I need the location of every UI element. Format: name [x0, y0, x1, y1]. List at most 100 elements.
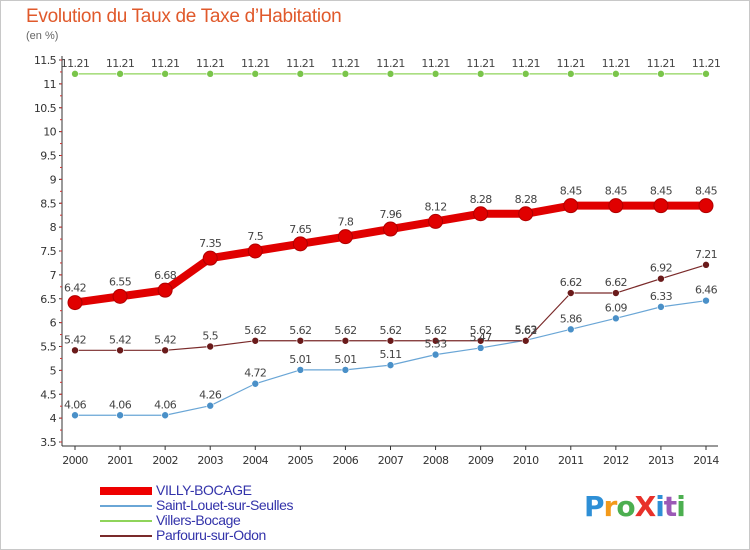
data-point-parfouru [521, 336, 530, 345]
data-point-parfouru [71, 346, 79, 355]
data-point-saint-louet [116, 411, 124, 420]
x-tick-label: 2005 [288, 454, 314, 467]
data-label-villers-bocage: 11.21 [692, 57, 721, 70]
y-tick-label: 4 [50, 412, 57, 425]
data-point-saint-louet [386, 361, 395, 369]
data-label-villers-bocage: 11.21 [106, 57, 135, 70]
data-label-parfouru: 7.21 [695, 248, 717, 261]
data-point-parfouru [476, 336, 485, 345]
data-point-villy-bocage [67, 295, 83, 311]
x-tick-label: 2009 [468, 454, 494, 467]
data-label-villy-bocage: 8.28 [470, 193, 493, 206]
x-tick-label: 2000 [62, 454, 88, 467]
data-point-villers-bocage [71, 70, 79, 78]
data-point-villers-bocage [612, 70, 620, 78]
data-label-villy-bocage: 8.45 [560, 185, 583, 198]
data-label-parfouru: 5.62 [515, 324, 537, 337]
logo-letter: r [603, 490, 618, 523]
data-point-saint-louet [296, 366, 305, 374]
data-label-parfouru: 5.62 [470, 324, 492, 337]
chart-unit-label: (en %) [26, 30, 59, 42]
data-label-parfouru: 6.62 [560, 276, 582, 289]
data-label-saint-louet: 4.06 [64, 398, 87, 411]
data-point-parfouru [251, 336, 260, 345]
data-point-villy-bocage [698, 198, 714, 214]
chart-title: Evolution du Taux de Taxe d’Habitation [26, 6, 342, 27]
legend-swatch [100, 520, 152, 522]
data-label-villy-bocage: 6.68 [154, 269, 177, 282]
y-tick-label: 5.5 [40, 341, 56, 354]
data-label-saint-louet: 5.01 [289, 353, 311, 366]
data-point-saint-louet [71, 411, 79, 420]
data-label-villy-bocage: 7.8 [338, 216, 354, 229]
data-point-saint-louet [161, 411, 169, 420]
data-point-villy-bocage [383, 221, 398, 237]
data-label-villy-bocage: 8.45 [650, 185, 673, 198]
data-point-parfouru [116, 346, 124, 355]
data-label-villy-bocage: 7.65 [289, 223, 312, 236]
data-point-villy-bocage [653, 198, 669, 214]
data-point-saint-louet [612, 314, 620, 323]
data-point-villy-bocage [473, 206, 489, 222]
data-point-villy-bocage [563, 198, 579, 214]
data-point-villy-bocage [202, 250, 218, 266]
data-label-villers-bocage: 11.21 [241, 57, 270, 70]
data-point-villers-bocage [251, 70, 260, 78]
data-label-parfouru: 6.92 [650, 262, 672, 275]
data-label-saint-louet: 5.01 [334, 353, 356, 366]
data-label-villy-bocage: 8.45 [605, 185, 628, 198]
data-label-villy-bocage: 6.42 [64, 282, 86, 295]
data-point-villy-bocage [337, 229, 353, 245]
data-label-villers-bocage: 11.21 [511, 57, 540, 70]
data-label-saint-louet: 4.06 [109, 398, 132, 411]
data-label-saint-louet: 5.47 [470, 331, 493, 344]
data-point-saint-louet [431, 350, 440, 359]
data-point-villers-bocage [296, 70, 305, 78]
data-point-villers-bocage [521, 70, 530, 78]
y-tick-label: 8.5 [40, 197, 56, 210]
data-label-villers-bocage: 11.21 [331, 57, 360, 70]
y-tick-label: 8 [50, 221, 57, 234]
legend-swatch [100, 535, 152, 537]
data-point-saint-louet [251, 379, 260, 388]
data-label-villers-bocage: 11.21 [602, 57, 631, 70]
y-tick-label: 10 [43, 126, 56, 139]
y-tick-label: 9.5 [40, 150, 56, 163]
y-tick-label: 11.5 [34, 54, 57, 67]
x-tick-label: 2001 [107, 454, 133, 467]
data-label-villers-bocage: 11.21 [647, 57, 676, 70]
data-label-saint-louet: 4.72 [244, 367, 266, 380]
data-label-villers-bocage: 11.21 [466, 57, 495, 70]
data-point-saint-louet [476, 344, 485, 352]
data-point-villers-bocage [566, 70, 575, 78]
data-label-saint-louet: 6.33 [650, 290, 673, 303]
y-tick-label: 5 [50, 364, 57, 377]
data-point-parfouru [612, 289, 620, 297]
data-label-villy-bocage: 6.55 [109, 275, 132, 288]
data-label-villy-bocage: 7.5 [247, 230, 263, 243]
data-label-parfouru: 6.62 [605, 276, 627, 289]
data-point-villers-bocage [116, 70, 124, 78]
data-point-parfouru [566, 289, 575, 297]
x-tick-label: 2007 [378, 454, 404, 467]
data-label-parfouru: 5.42 [154, 333, 176, 346]
data-label-villy-bocage: 8.28 [515, 193, 538, 206]
data-point-saint-louet [341, 366, 350, 374]
data-point-parfouru [431, 336, 440, 345]
data-label-parfouru: 5.62 [289, 324, 311, 337]
data-point-villers-bocage [386, 70, 395, 78]
legend-label: Villers-Bocage [156, 512, 241, 528]
data-label-saint-louet: 4.06 [154, 398, 177, 411]
data-point-villers-bocage [206, 70, 215, 78]
data-label-villers-bocage: 11.21 [557, 57, 586, 70]
data-point-parfouru [161, 346, 169, 355]
data-point-villy-bocage [112, 288, 128, 304]
legend-label: Parfouru-sur-Odon [156, 527, 266, 543]
y-tick-label: 11 [43, 78, 56, 91]
data-label-parfouru: 5.62 [334, 324, 356, 337]
x-tick-label: 2011 [558, 454, 584, 467]
data-label-parfouru: 5.62 [425, 324, 447, 337]
data-point-parfouru [386, 336, 395, 345]
